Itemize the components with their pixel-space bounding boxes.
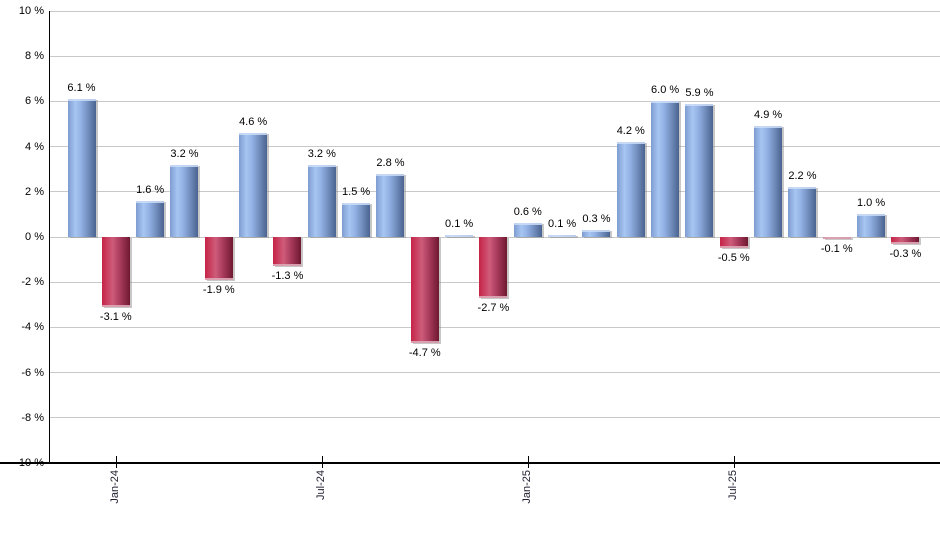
y-axis-tick-label: 10 % (18, 5, 44, 17)
y-axis-line (49, 11, 50, 463)
gridline (49, 55, 940, 57)
bar-value-label: 4.2 % (616, 125, 645, 138)
bar-value-label: 3.2 % (170, 147, 199, 160)
bar-value-label: -0.5 % (717, 252, 750, 265)
gridline (49, 417, 940, 419)
positive-bar (67, 99, 96, 237)
x-axis-tick (115, 456, 117, 468)
bar-value-label: -3.1 % (99, 311, 132, 324)
gridline (49, 10, 940, 12)
y-axis-tick-label: 8 % (25, 50, 44, 63)
y-axis-tick-label: -6 % (21, 366, 44, 379)
gridline (49, 372, 940, 374)
positive-bar (376, 173, 405, 237)
x-axis-tick (527, 456, 529, 468)
x-axis-tick-label: Jan-25 (520, 470, 533, 504)
bar-value-label: 1.0 % (857, 197, 886, 210)
negative-bar (204, 237, 233, 280)
bar-value-label: 0.1 % (548, 217, 577, 230)
x-axis-tick (321, 456, 323, 468)
positive-bar (170, 164, 199, 237)
positive-bar (685, 103, 714, 237)
bar-value-label: -2.7 % (477, 302, 510, 315)
y-axis-tick-label: 4 % (25, 140, 44, 153)
positive-bar (582, 230, 611, 237)
y-axis-tick-label: 6 % (25, 95, 44, 108)
bar-value-label: 1.5 % (342, 186, 371, 199)
positive-bar (616, 142, 645, 237)
bar-value-label: -1.3 % (271, 270, 304, 283)
positive-bar (857, 214, 886, 237)
x-axis-tick-label: Jul-24 (314, 470, 327, 500)
positive-bar (239, 133, 268, 237)
bar-value-label: 0.6 % (513, 206, 542, 219)
positive-bar (445, 234, 474, 237)
positive-bar (788, 187, 817, 237)
negative-bar (822, 237, 851, 240)
negative-bar (273, 237, 302, 267)
gridline (49, 100, 940, 102)
bar-value-label: 4.9 % (754, 109, 783, 122)
positive-bar (342, 203, 371, 237)
bar-value-label: 2.2 % (788, 170, 817, 183)
bar-value-label: 1.6 % (136, 183, 165, 196)
bar-value-label: 5.9 % (685, 86, 714, 99)
bar-value-label: 6.1 % (67, 82, 96, 95)
bar-value-label: -0.3 % (889, 247, 922, 260)
positive-bar (754, 126, 783, 237)
bar-value-label: -4.7 % (408, 347, 441, 360)
negative-bar (479, 237, 508, 299)
gridline (49, 146, 940, 148)
positive-bar (548, 234, 577, 237)
x-axis-line (0, 462, 940, 464)
y-axis-tick-label: -2 % (21, 276, 44, 289)
positive-bar (513, 223, 542, 237)
positive-bar (651, 101, 680, 237)
bar-value-label: -1.9 % (202, 283, 235, 296)
positive-bar (307, 164, 336, 237)
y-axis-tick-label: 0 % (25, 231, 44, 243)
bar-value-label: 2.8 % (376, 156, 405, 169)
bar-value-label: 3.2 % (307, 147, 336, 160)
y-axis-tick-label: -4 % (21, 321, 44, 334)
y-axis-tick-label: -8 % (21, 411, 44, 424)
x-axis-tick-label: Jul-25 (726, 470, 739, 500)
negative-bar (410, 237, 439, 344)
bar-value-label: 4.6 % (239, 116, 268, 129)
negative-bar (719, 237, 748, 249)
negative-bar (891, 237, 920, 244)
y-axis-tick-label: 2 % (25, 185, 44, 198)
x-axis-tick (733, 456, 735, 468)
bar-value-label: 6.0 % (651, 84, 680, 97)
bar-value-label: -0.1 % (820, 243, 853, 256)
positive-bar (136, 200, 165, 237)
gridline (49, 191, 940, 193)
bar-value-label: 0.1 % (445, 217, 474, 230)
gridline (49, 326, 940, 328)
bar-value-label: 0.3 % (582, 213, 611, 226)
negative-bar (101, 237, 130, 308)
x-axis-tick-label: Jan-24 (108, 470, 121, 504)
